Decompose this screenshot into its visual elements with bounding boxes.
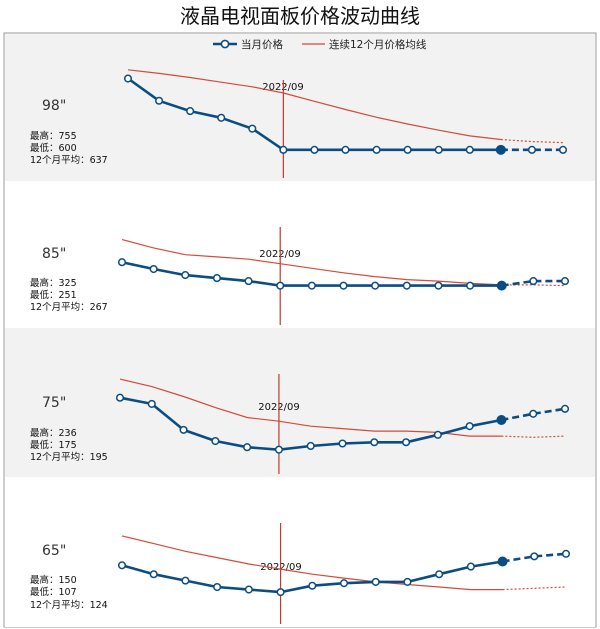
current-point-85 <box>339 281 348 290</box>
current-point-75 <box>560 404 570 413</box>
current-point-98 <box>310 145 319 154</box>
current-point-98 <box>279 145 288 154</box>
current-point-65 <box>117 561 127 570</box>
current-point-75 <box>211 436 220 446</box>
current-point-65 <box>276 588 285 597</box>
stat-min-75: 最低：175 <box>30 439 77 451</box>
current-point-65 <box>403 577 412 586</box>
current-point-85 <box>529 277 538 286</box>
stat-min-98: 最低：600 <box>30 142 77 154</box>
current-point-65 <box>561 549 571 558</box>
size-label-65: 65" <box>42 543 66 559</box>
current-point-75 <box>465 422 474 431</box>
current-point-75 <box>147 399 156 408</box>
current-point-85 <box>307 281 316 290</box>
current-point-98 <box>248 124 257 133</box>
current-point-85 <box>181 271 190 280</box>
current-point-65 <box>435 570 444 579</box>
current-point-65 <box>149 570 158 579</box>
current-point-98 <box>186 107 195 116</box>
current-point-75 <box>529 409 538 418</box>
stat-min-65: 最低：107 <box>30 586 77 598</box>
current-point-98-latest <box>495 144 506 155</box>
avg-line-forecast-75 <box>501 435 566 438</box>
current-point-85 <box>434 281 443 290</box>
current-point-98 <box>123 74 133 83</box>
current-point-75 <box>274 445 283 454</box>
current-point-85 <box>402 281 411 290</box>
current-point-75 <box>433 430 442 439</box>
stat-avg-98: 12个月平均：637 <box>30 154 108 166</box>
current-point-75-latest <box>496 414 507 425</box>
current-point-75 <box>402 438 411 447</box>
size-label-75: 75" <box>42 395 66 411</box>
current-point-98 <box>372 145 381 154</box>
current-point-98 <box>155 96 164 105</box>
current-point-85 <box>276 281 285 290</box>
size-label-98: 98" <box>42 98 66 114</box>
legend-avg-label: 连续12个月价格均线 <box>329 38 427 51</box>
current-point-98 <box>341 145 350 154</box>
avg-line-65 <box>121 535 503 591</box>
current-point-75 <box>370 438 379 447</box>
legend-current-marker <box>220 39 230 49</box>
current-point-65 <box>308 581 317 590</box>
avg-line-85 <box>121 239 502 286</box>
current-point-98 <box>527 145 536 154</box>
panel-98: 98" 最高：755 最低：600 12个月平均：637 2022/09 <box>30 69 568 178</box>
current-point-98 <box>465 145 474 154</box>
stat-max-85: 最高：325 <box>30 277 77 289</box>
avg-line-forecast-65 <box>502 586 567 591</box>
current-point-85 <box>244 277 253 286</box>
current-point-75 <box>115 393 125 402</box>
panel-65-background <box>5 477 595 627</box>
stat-avg-75: 12个月平均：195 <box>30 451 108 463</box>
legend: 当月价格 连续12个月价格均线 <box>213 38 427 51</box>
chart-title: 液晶电视面板价格波动曲线 <box>180 4 420 28</box>
panel-85-background <box>5 181 595 328</box>
current-point-65 <box>181 576 190 585</box>
current-point-65 <box>339 579 349 588</box>
current-point-85 <box>466 281 475 290</box>
current-point-75 <box>338 439 347 448</box>
panel-65: 65" 最高：150 最低：107 12个月平均：124 2022/09 <box>30 523 571 624</box>
stat-max-65: 最高：150 <box>30 574 77 586</box>
current-point-98 <box>217 113 226 122</box>
stat-avg-85: 12个月平均：267 <box>30 301 108 313</box>
current-point-75 <box>179 425 188 434</box>
current-point-75 <box>306 441 315 451</box>
current-point-65-latest <box>497 556 508 567</box>
avg-line-forecast-85 <box>501 284 566 287</box>
current-point-85 <box>560 277 570 286</box>
current-point-65 <box>371 577 380 586</box>
panel-75-background <box>5 328 595 477</box>
stat-avg-65: 12个月平均：124 <box>30 599 108 611</box>
panel-75: 75" 最高：236 最低：175 12个月平均：195 2022/09 <box>30 374 570 474</box>
current-point-98 <box>403 145 412 154</box>
stat-max-98: 最高：755 <box>30 130 77 142</box>
current-point-85 <box>117 258 127 267</box>
current-point-65 <box>244 585 253 594</box>
legend-current-label: 当月价格 <box>241 38 283 51</box>
current-point-65 <box>466 562 475 571</box>
panel-85: 85" 最高：325 最低：251 12个月平均：267 2022/09 <box>30 227 570 325</box>
current-point-85 <box>212 274 221 283</box>
stat-min-85: 最低：251 <box>30 289 77 301</box>
current-point-65 <box>530 552 539 561</box>
size-label-85: 85" <box>42 246 66 262</box>
stat-max-75: 最高：236 <box>30 427 77 439</box>
current-point-98 <box>434 145 443 154</box>
current-point-85-latest <box>496 280 507 291</box>
current-point-75 <box>243 443 252 452</box>
current-point-85 <box>371 281 380 290</box>
current-point-98 <box>558 145 568 154</box>
current-point-85 <box>149 264 158 274</box>
avg-line-98 <box>127 69 501 141</box>
panel-98-background <box>5 34 595 181</box>
current-point-65 <box>213 582 222 592</box>
